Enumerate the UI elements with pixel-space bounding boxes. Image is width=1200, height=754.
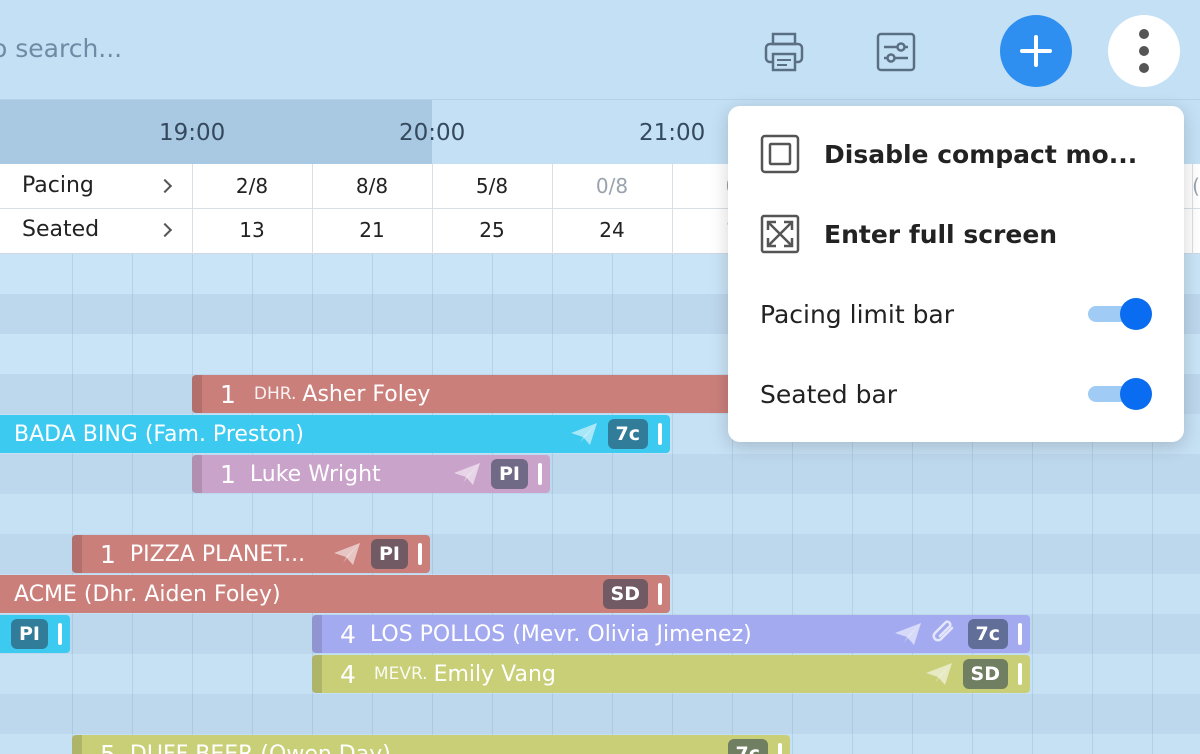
time-label-1900: 19:00 bbox=[159, 120, 226, 146]
time-label-2100: 21:00 bbox=[639, 120, 706, 146]
paperclip-icon bbox=[932, 620, 953, 642]
menu-item-label: Pacing limit bar bbox=[760, 300, 955, 329]
chevron-right-icon[interactable] bbox=[157, 222, 173, 238]
reservation-bar[interactable]: 1 DHR. Asher Foley bbox=[192, 375, 752, 413]
guest-name: BADA BING (Fam. Preston) bbox=[14, 421, 304, 447]
party-size: 1 bbox=[220, 379, 236, 409]
resize-handle[interactable] bbox=[58, 623, 62, 645]
paper-plane-icon bbox=[570, 423, 597, 445]
expand-icon bbox=[760, 214, 800, 254]
reservation-bar[interactable]: PI bbox=[0, 615, 70, 653]
tag-badge: PI bbox=[491, 459, 528, 489]
guest-name: Luke Wright bbox=[249, 461, 381, 487]
menu-item-label: Disable compact mo... bbox=[824, 140, 1138, 169]
seated-cell: 21 bbox=[359, 218, 385, 242]
resize-handle[interactable] bbox=[538, 463, 542, 485]
paper-plane-icon bbox=[334, 543, 360, 565]
reservation-bar[interactable]: ACME (Dhr. Aiden Foley) SD bbox=[0, 575, 670, 613]
tag-badge: 7c bbox=[607, 419, 648, 449]
paper-plane-icon bbox=[925, 663, 952, 685]
past-time-shade bbox=[0, 100, 432, 164]
pacing-cell: 8/8 bbox=[355, 174, 389, 198]
top-bar: o search... bbox=[0, 0, 1200, 100]
guest-name: Asher Foley bbox=[302, 381, 431, 407]
guest-title: MEVR. bbox=[373, 664, 428, 684]
time-label-2000: 20:00 bbox=[399, 120, 466, 146]
pacing-limit-bar-toggle[interactable] bbox=[1088, 298, 1154, 330]
tag-badge: SD bbox=[602, 579, 648, 609]
timeline-header: 19:00 20:00 21:00 bbox=[0, 100, 1200, 164]
paper-plane-icon bbox=[454, 463, 480, 485]
pacing-cell: 0/8 bbox=[595, 174, 629, 198]
reservation-bar[interactable]: BADA BING (Fam. Preston) 7c bbox=[0, 415, 670, 453]
pacing-cell: 5/8 bbox=[475, 174, 509, 198]
pacing-cell: 2/8 bbox=[235, 174, 269, 198]
guest-title: DHR. bbox=[253, 384, 297, 404]
reservation-bar[interactable]: 5 DUFF BEER (Owen Day) 7c bbox=[72, 735, 790, 754]
more-options-menu: Disable compact mo... Enter full screen … bbox=[728, 106, 1184, 442]
party-size: 4 bbox=[340, 659, 356, 689]
menu-item-label: Enter full screen bbox=[824, 220, 1058, 249]
enter-full-screen-item[interactable]: Enter full screen bbox=[728, 194, 1184, 274]
guest-name: DUFF BEER (Owen Day) bbox=[129, 741, 391, 754]
menu-item-label: Seated bar bbox=[760, 380, 898, 409]
seated-cell: 13 bbox=[239, 218, 265, 242]
resize-handle[interactable] bbox=[1018, 663, 1022, 685]
seated-row-label[interactable]: Seated bbox=[22, 217, 100, 242]
paper-plane-icon bbox=[894, 623, 921, 645]
reservation-bar[interactable]: 1 PIZZA PLANET... PI bbox=[72, 535, 430, 573]
seated-bar-toggle[interactable] bbox=[1088, 378, 1154, 410]
sliders-icon[interactable] bbox=[874, 30, 918, 74]
kebab-icon[interactable] bbox=[1108, 15, 1180, 87]
tag-badge: PI bbox=[11, 619, 48, 649]
pacing-row-label[interactable]: Pacing bbox=[22, 173, 94, 198]
printer-icon[interactable] bbox=[762, 30, 806, 74]
resize-handle[interactable] bbox=[418, 543, 422, 565]
add-reservation-button[interactable] bbox=[1000, 15, 1072, 87]
pacing-cell: ( bbox=[1192, 174, 1200, 198]
seated-cell: 24 bbox=[599, 218, 625, 242]
square-icon bbox=[760, 134, 800, 174]
pacing-limit-bar-item: Pacing limit bar bbox=[728, 274, 1184, 354]
party-size: 1 bbox=[220, 459, 236, 489]
tag-badge: 7c bbox=[727, 739, 768, 754]
reservation-bar[interactable]: 4 LOS POLLOS (Mevr. Olivia Jimenez) 7c bbox=[312, 615, 1030, 653]
resize-handle[interactable] bbox=[658, 583, 662, 605]
reservation-bar[interactable]: 4 MEVR. Emily Vang SD bbox=[312, 655, 1030, 693]
seated-cell: 25 bbox=[479, 218, 505, 242]
guest-name: PIZZA PLANET... bbox=[129, 541, 306, 567]
tag-badge: PI bbox=[371, 539, 408, 569]
resize-handle[interactable] bbox=[658, 423, 662, 445]
disable-compact-mode-item[interactable]: Disable compact mo... bbox=[728, 114, 1184, 194]
chevron-right-icon[interactable] bbox=[157, 178, 173, 194]
seated-bar-item: Seated bar bbox=[728, 354, 1184, 434]
guest-name: ACME (Dhr. Aiden Foley) bbox=[14, 581, 281, 607]
party-size: 1 bbox=[100, 539, 116, 569]
tag-badge: 7c bbox=[967, 619, 1008, 649]
tag-badge: SD bbox=[962, 659, 1008, 689]
reservation-bar[interactable]: 1 Luke Wright PI bbox=[192, 455, 550, 493]
guest-name: Emily Vang bbox=[433, 661, 556, 687]
search-input[interactable]: o search... bbox=[0, 34, 123, 63]
resize-handle[interactable] bbox=[1018, 623, 1022, 645]
resize-handle[interactable] bbox=[778, 743, 782, 754]
party-size: 4 bbox=[340, 619, 356, 649]
party-size: 5 bbox=[100, 739, 116, 754]
guest-name: LOS POLLOS (Mevr. Olivia Jimenez) bbox=[369, 621, 752, 647]
